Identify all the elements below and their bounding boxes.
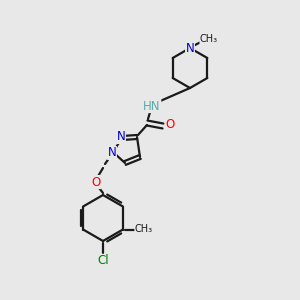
Text: CH₃: CH₃	[200, 34, 218, 44]
Text: O: O	[92, 176, 100, 188]
Text: N: N	[108, 146, 116, 160]
Text: CH₃: CH₃	[135, 224, 153, 235]
Text: HN: HN	[143, 100, 161, 112]
Text: N: N	[186, 41, 194, 55]
Text: Cl: Cl	[97, 254, 109, 268]
Text: N: N	[117, 130, 125, 143]
Text: O: O	[165, 118, 175, 131]
